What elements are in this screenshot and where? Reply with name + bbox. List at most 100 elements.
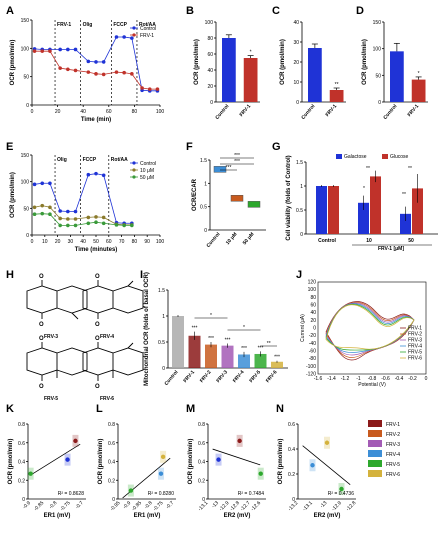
injection-label: Rot/AA xyxy=(139,22,156,28)
data-point xyxy=(86,172,91,177)
panel-label-h: H xyxy=(6,269,14,281)
category-label: FRV-1 xyxy=(407,103,421,118)
legend-label: FRV-4 xyxy=(386,452,400,458)
category-label: FRV-3 xyxy=(215,369,229,384)
significance-mark: *** xyxy=(258,345,264,351)
category-label: 10 μM xyxy=(225,231,239,246)
category-label: 50 xyxy=(408,238,414,244)
data-point xyxy=(160,454,166,460)
x-tick-label: 30 xyxy=(68,239,74,245)
data-point xyxy=(58,223,62,228)
y-tick-label: 30 xyxy=(293,40,299,46)
legend-swatch xyxy=(368,440,382,447)
y-tick-label: 1.5 xyxy=(200,158,207,164)
y-tick-label: 1 xyxy=(300,184,303,190)
data-point xyxy=(130,223,134,228)
y-tick-label: 0.4 xyxy=(198,460,205,466)
x-tick-label: -12.8 xyxy=(345,500,357,512)
panel-label-b: B xyxy=(186,5,194,17)
legend-swatch xyxy=(368,450,382,457)
data-point xyxy=(158,471,164,476)
legend-label: FRV-2 xyxy=(408,332,422,338)
bar xyxy=(400,213,411,234)
panel-label-k: K xyxy=(6,403,14,415)
legend-marker xyxy=(132,33,136,37)
data-point xyxy=(40,181,45,186)
panel-label-g: G xyxy=(272,141,281,153)
x-axis-label: ER2 (mV) xyxy=(224,513,251,519)
x-tick-label: 20 xyxy=(55,239,61,245)
significance-mark: *** xyxy=(234,159,240,165)
data-point xyxy=(65,457,70,462)
category-label: FRV-1 xyxy=(239,103,253,118)
x-tick-label: 90 xyxy=(144,239,150,245)
data-point xyxy=(147,87,152,91)
injection-label: FCCP xyxy=(113,22,127,28)
y-tick-label: 0 xyxy=(204,228,207,234)
chart-c: 0 10 20 30 40 OCR (pmol/min) Control ** FRV-1 xyxy=(280,20,346,121)
significance-mark: * xyxy=(243,325,245,331)
legend-label: FRV-2 xyxy=(386,432,400,438)
data-point xyxy=(40,49,45,53)
x-tick-label: -12.6 xyxy=(250,500,262,512)
x-tick-label: -13.1 xyxy=(197,500,209,512)
y-tick-label: 50 xyxy=(23,75,29,81)
y-axis-label: OCR (pmol/min) xyxy=(278,439,284,485)
y-tick-label: 100 xyxy=(21,180,30,186)
data-point xyxy=(94,171,98,176)
x-tick-label: 50 xyxy=(93,239,99,245)
chart-g: 0 0.5 1 1.5 Cell viability (folds of Control… xyxy=(286,154,438,252)
bar xyxy=(412,188,423,234)
data-point xyxy=(130,36,134,40)
data-point xyxy=(48,205,52,210)
data-point xyxy=(73,47,78,52)
chart-m: 0 0.2 0.4 0.6 0.8 OCR (pmol/min) -13.1 -13-12.9… xyxy=(188,422,266,519)
legend-label: Control xyxy=(140,161,156,167)
data-point xyxy=(216,457,221,462)
bar xyxy=(316,186,327,234)
y-tick-label: 0 xyxy=(296,100,299,106)
significance-mark: *** xyxy=(241,346,247,352)
x-axis-label: ER1 (mV) xyxy=(134,513,161,519)
x-tick-label: -12.9 xyxy=(218,500,230,512)
data-point xyxy=(140,86,144,90)
data-point xyxy=(66,209,70,214)
y-tick-label: 0.2 xyxy=(288,472,295,478)
legend-marker xyxy=(132,161,136,165)
y-tick-label: 1.5 xyxy=(158,288,165,294)
data-point xyxy=(122,223,126,228)
cv-trace xyxy=(325,304,415,350)
x-tick-label: -1.6 xyxy=(314,376,323,382)
category-label: FRV-1 xyxy=(182,369,196,384)
x-tick-label: -12.8 xyxy=(229,500,241,512)
data-point xyxy=(101,221,106,226)
significance-mark: ** xyxy=(366,166,370,172)
svg-text:FRV-6: FRV-6 xyxy=(100,396,114,402)
y-tick-label: 1 xyxy=(204,181,207,187)
x-axis-label: FRV-1 [μM] xyxy=(378,246,404,252)
y-tick-label: 100 xyxy=(205,20,214,26)
legend-swatch xyxy=(368,430,382,437)
chart-d: 0 50 100 150 OCR (pmol/min) Control * FRV-1 xyxy=(362,20,428,121)
y-tick-label: -40 xyxy=(309,341,316,347)
significance-mark: ** xyxy=(402,192,406,198)
y-tick-label: 0.6 xyxy=(108,441,115,447)
significance-mark: ** xyxy=(335,82,339,88)
y-tick-label: 0.4 xyxy=(108,460,115,466)
regression-line xyxy=(302,445,351,485)
x-axis-label: Time (minutes) xyxy=(75,247,118,253)
x-axis-label: ER2 (mV) xyxy=(314,513,341,519)
legend-label: FRV-3 xyxy=(408,338,422,344)
data-point xyxy=(324,440,330,445)
data-point xyxy=(101,60,106,64)
y-tick-label: 60 xyxy=(207,52,213,58)
data-point xyxy=(114,70,119,74)
data-point xyxy=(32,49,37,53)
y-tick-label: 0.6 xyxy=(18,441,25,447)
x-axis-label: Potential (V) xyxy=(358,382,386,388)
data-point xyxy=(86,59,91,64)
x-tick-label: -0.85 xyxy=(33,500,45,512)
y-tick-label: 80 xyxy=(310,295,316,301)
y-tick-label: 100 xyxy=(308,287,317,293)
data-point xyxy=(94,72,98,76)
